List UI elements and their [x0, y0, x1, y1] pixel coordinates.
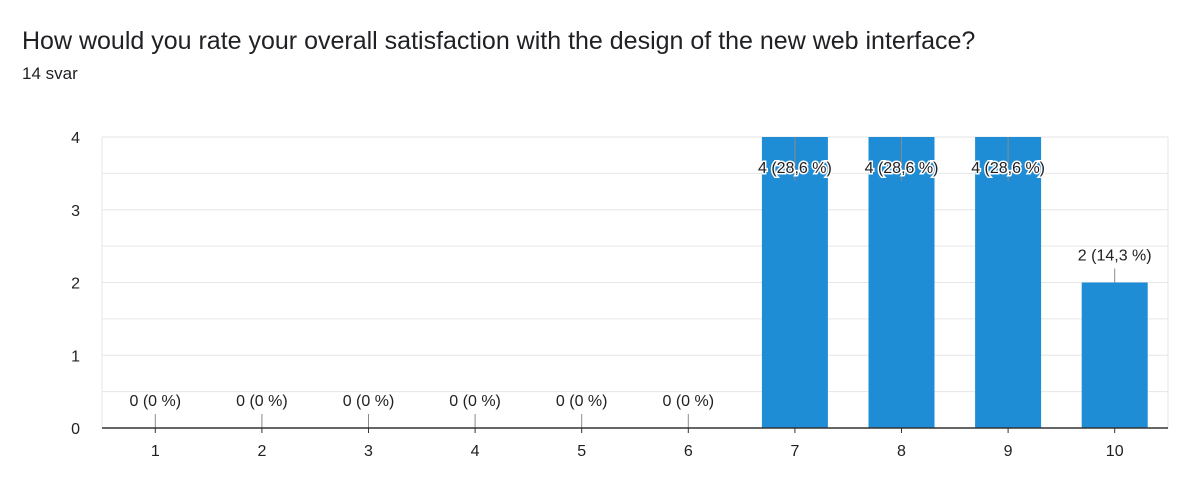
- data-label: 0 (0 %): [130, 393, 182, 410]
- x-tick-label: 10: [1106, 443, 1124, 460]
- bar: [1081, 282, 1148, 428]
- y-tick-label: 2: [71, 276, 80, 293]
- data-label: 2 (14,3 %): [1078, 248, 1152, 265]
- bar: [761, 137, 828, 428]
- x-tick-label: 7: [790, 443, 799, 460]
- x-tick-label: 4: [471, 443, 480, 460]
- x-tick-label: 3: [364, 443, 373, 460]
- x-tick-label: 5: [577, 443, 586, 460]
- data-label: 0 (0 %): [236, 393, 288, 410]
- question-title: How would you rate your overall satisfac…: [22, 27, 976, 55]
- y-tick-label: 4: [71, 130, 80, 147]
- bar: [975, 137, 1042, 428]
- response-count: 14 svar: [22, 64, 78, 83]
- x-tick-label: 2: [257, 443, 266, 460]
- data-label: 0 (0 %): [449, 393, 501, 410]
- x-tick-label: 8: [897, 443, 906, 460]
- bar: [868, 137, 935, 428]
- data-label: 0 (0 %): [663, 393, 715, 410]
- data-label: 4 (28,6 %): [865, 160, 939, 177]
- y-tick-label: 1: [71, 348, 80, 365]
- data-label: 0 (0 %): [343, 393, 395, 410]
- data-label: 4 (28,6 %): [971, 160, 1045, 177]
- y-tick-label: 0: [71, 421, 80, 438]
- x-tick-label: 9: [1004, 443, 1013, 460]
- x-tick-label: 6: [684, 443, 693, 460]
- y-tick-label: 3: [71, 203, 80, 220]
- x-tick-label: 1: [151, 443, 160, 460]
- data-label: 0 (0 %): [556, 393, 608, 410]
- data-label: 4 (28,6 %): [758, 160, 832, 177]
